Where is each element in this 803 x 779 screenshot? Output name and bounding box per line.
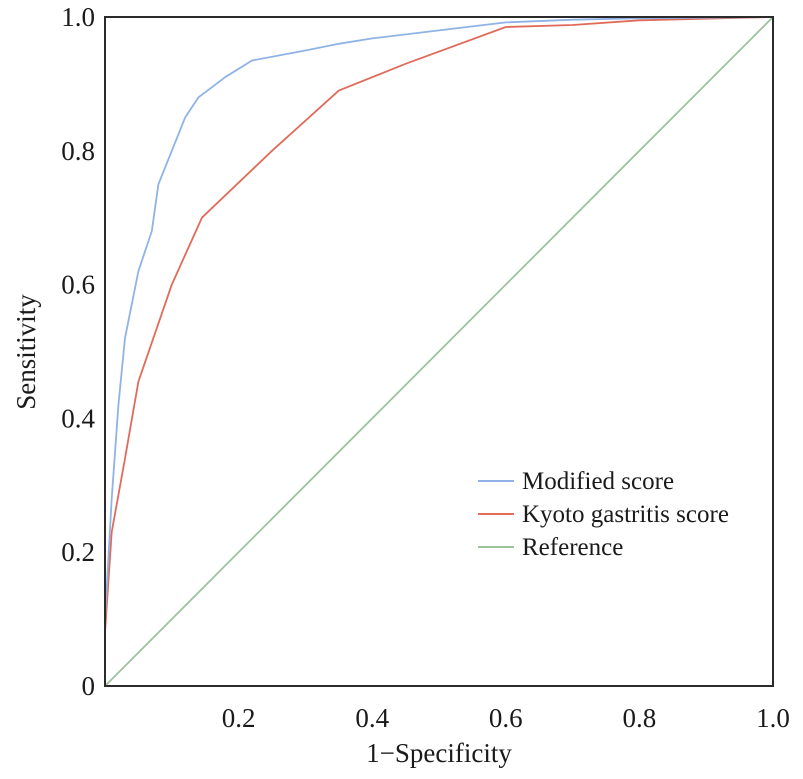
y-axis-title: Sensitivity <box>11 294 41 410</box>
y-tick-label: 0 <box>82 671 96 701</box>
series-layer <box>104 16 774 687</box>
legend-label-kyoto-gastritis-score: Kyoto gastritis score <box>522 501 729 528</box>
series-line-reference <box>104 16 774 687</box>
x-tick-label: 0.2 <box>222 703 256 733</box>
y-tick-label: 0.2 <box>61 537 95 567</box>
x-axis-title: 1−Specificity <box>366 738 512 768</box>
series-line-modified-score <box>104 16 774 620</box>
legend-label-modified-score: Modified score <box>522 468 674 495</box>
series-line-kyoto-gastritis-score <box>104 16 774 633</box>
y-tick-label: 1.0 <box>61 2 95 32</box>
plot-frame <box>104 16 774 687</box>
legend-label-reference: Reference <box>522 534 623 561</box>
x-tick-label: 0.6 <box>489 703 523 733</box>
y-tick-label: 0.8 <box>61 136 95 166</box>
x-tick-label: 1.0 <box>756 703 790 733</box>
legend: Modified score Kyoto gastritis score Refer… <box>478 468 729 561</box>
x-tick-label: 0.4 <box>355 703 389 733</box>
y-tick-label: 0.6 <box>61 270 95 300</box>
x-axis-ticks: 0.2 0.4 0.6 0.8 1.0 <box>222 703 790 733</box>
y-axis-ticks: 0 0.2 0.4 0.6 0.8 1.0 <box>61 2 95 701</box>
x-tick-label: 0.8 <box>623 703 657 733</box>
y-tick-label: 0.4 <box>61 403 95 433</box>
